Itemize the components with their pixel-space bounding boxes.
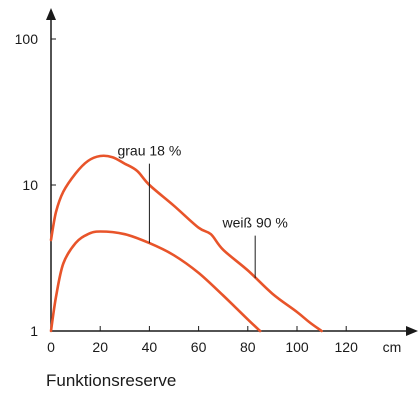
x-tick-label: 20 <box>92 339 108 355</box>
y-tick-label: 10 <box>22 177 38 193</box>
series-line-1 <box>49 154 323 333</box>
x-tick-label: 100 <box>285 339 309 355</box>
x-tick-label: 40 <box>142 339 158 355</box>
x-tick-label: 60 <box>191 339 207 355</box>
x-axis-arrow <box>406 326 418 336</box>
axes <box>46 8 418 336</box>
x-tick-label: 120 <box>335 339 359 355</box>
tick-labels: 0 20 40 60 80 100 120 cm 1 10 100 <box>15 31 402 355</box>
x-axis-unit: cm <box>383 339 402 355</box>
annotation-label: grau 18 % <box>117 143 181 159</box>
y-axis-arrow <box>46 8 56 20</box>
chart-caption: Funktionsreserve <box>46 371 177 390</box>
y-tick-label: 1 <box>30 323 38 339</box>
series-layer <box>49 154 323 333</box>
annotation-layer: grau 18 % weiß 90 % <box>117 143 288 279</box>
y-tick-label: 100 <box>15 31 39 47</box>
x-tick-label: 80 <box>240 339 256 355</box>
annotation-label: weiß 90 % <box>222 215 288 231</box>
series-line-2 <box>49 230 262 333</box>
x-tick-label: 0 <box>47 339 55 355</box>
